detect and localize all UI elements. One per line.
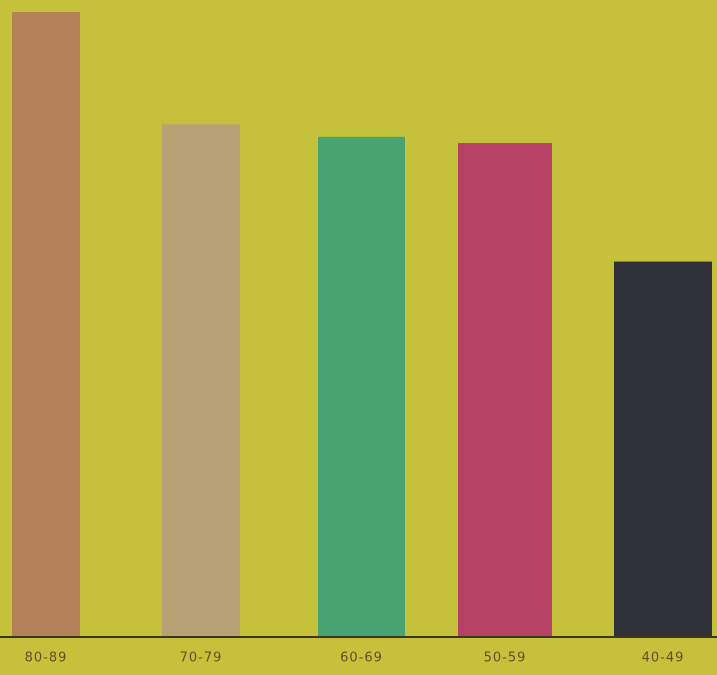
bar bbox=[318, 136, 405, 637]
x-tick-label: 60-69 bbox=[340, 651, 383, 666]
x-tick-label: 70-79 bbox=[180, 651, 223, 666]
bar bbox=[614, 261, 712, 636]
x-tick-label: 40-49 bbox=[642, 651, 685, 666]
x-tick-label: 50-59 bbox=[484, 651, 527, 666]
bar bbox=[162, 124, 240, 636]
x-tick-label: 80-89 bbox=[25, 651, 68, 666]
bar bbox=[12, 12, 80, 636]
bar bbox=[458, 143, 552, 637]
